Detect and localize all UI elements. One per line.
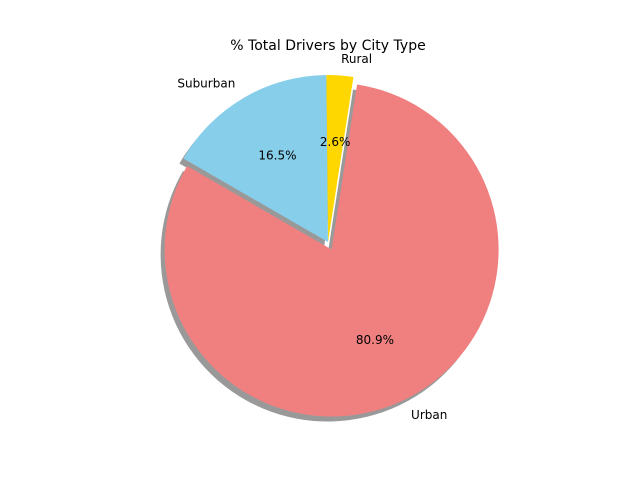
pie-slice-urban <box>164 84 499 417</box>
slice-label-suburban: Suburban <box>177 76 235 90</box>
pct-label-rural: 2.6% <box>320 135 351 149</box>
pct-label-suburban: 16.5% <box>258 148 296 162</box>
pct-label-urban: 80.9% <box>356 333 394 347</box>
slice-label-urban: Urban <box>411 408 447 422</box>
slice-labels: Urban 80.9% Rural 2.6% Suburban 16.5% <box>177 52 447 422</box>
pie-slice-suburban <box>183 75 328 242</box>
pie-slices <box>164 75 499 417</box>
slice-label-rural: Rural <box>341 52 372 66</box>
chart-title: % Total Drivers by City Type <box>230 38 425 54</box>
pie-slice-rural <box>326 75 354 243</box>
